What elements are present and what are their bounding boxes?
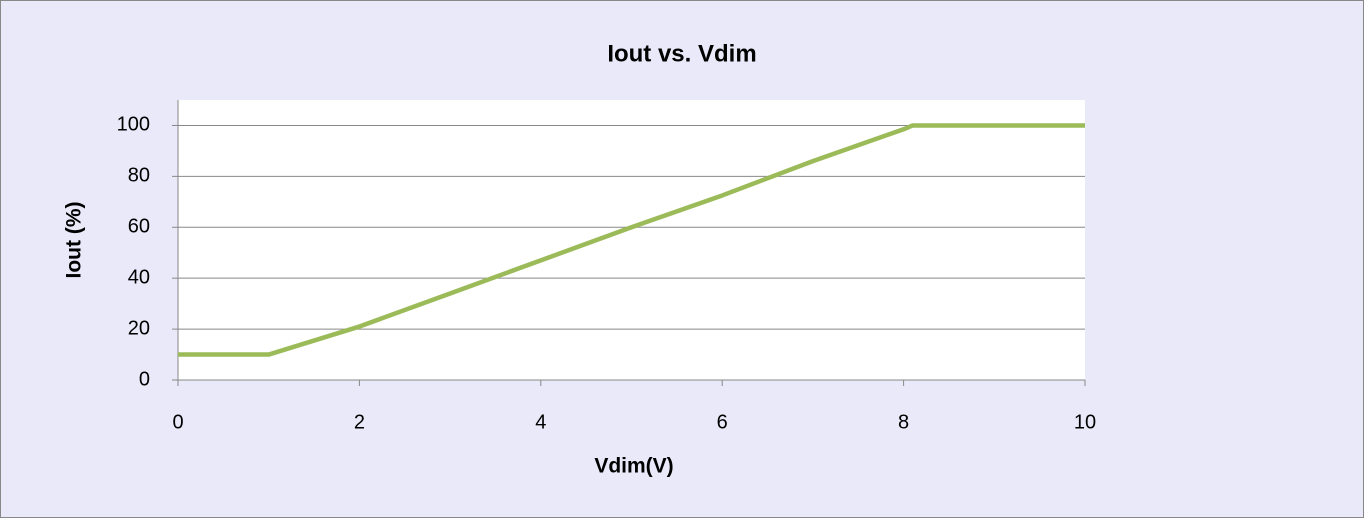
chart-title: Iout vs. Vdim bbox=[607, 40, 756, 67]
x-tick-label: 0 bbox=[172, 411, 183, 433]
x-tick-label: 4 bbox=[535, 411, 546, 433]
plot-area bbox=[178, 100, 1085, 380]
y-tick-label: 60 bbox=[128, 216, 150, 238]
x-tick-label: 8 bbox=[898, 411, 909, 433]
y-tick-label: 80 bbox=[128, 165, 150, 187]
y-axis-title: Iout (%) bbox=[63, 202, 86, 279]
y-tick-label: 100 bbox=[117, 114, 150, 136]
line-series bbox=[178, 123, 1085, 357]
x-tick-label: 6 bbox=[717, 411, 728, 433]
y-tick-label: 40 bbox=[128, 266, 150, 288]
x-axis-title: Vdim(V) bbox=[594, 455, 673, 478]
x-tick-label: 2 bbox=[354, 411, 365, 433]
x-tick-label: 10 bbox=[1074, 411, 1096, 433]
y-tick-label: 20 bbox=[128, 317, 150, 339]
y-tick-label: 0 bbox=[139, 368, 150, 390]
